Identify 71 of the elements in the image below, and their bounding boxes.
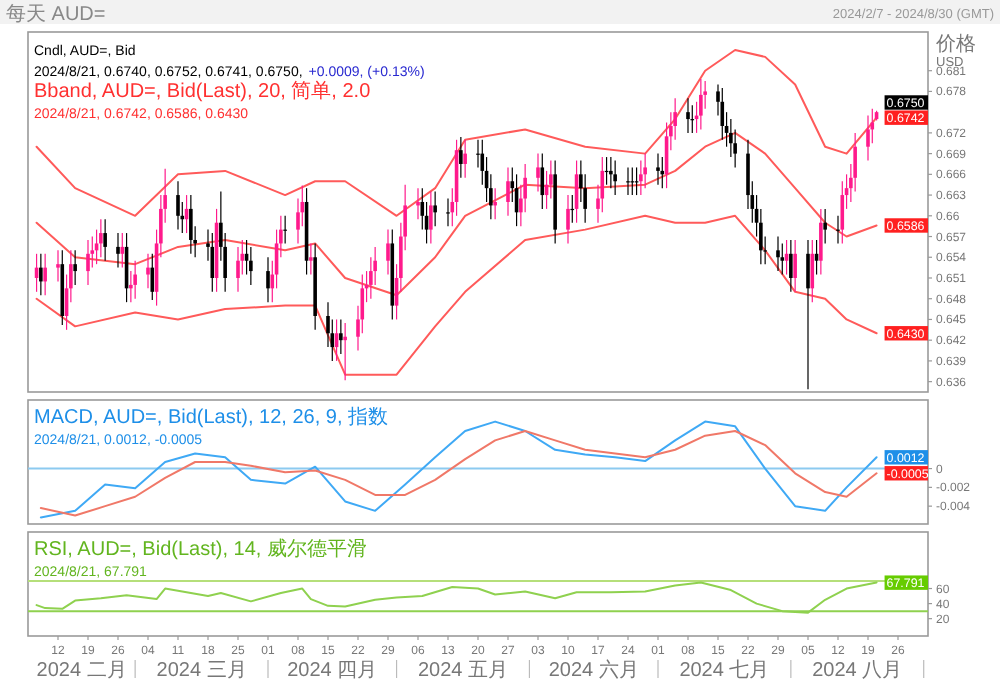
candlestick [99,218,103,258]
candlestick [189,194,193,255]
candlestick [806,239,810,390]
candlestick [463,139,467,179]
text: 2024 三月 [156,660,247,680]
candlestick [720,87,725,141]
text: 2024 七月 [679,658,770,680]
candlestick [236,246,240,293]
candlestick [840,180,845,245]
candlestick [810,239,815,303]
candlestick [86,239,90,286]
candlestick [433,191,437,227]
candlestick [626,166,630,196]
candlestick [120,232,125,269]
candlestick [630,166,635,196]
candlestick [146,253,150,289]
candlestick [266,256,270,303]
candlestick [339,318,343,355]
candlestick [686,97,690,134]
candlestick [660,156,665,189]
candlestick [386,229,390,276]
candlestick [609,156,613,189]
candlestick [643,153,647,189]
line-series [35,48,878,217]
line-series [35,214,878,376]
candlestick [176,180,180,231]
candlestick [776,235,780,272]
candlestick [819,208,823,276]
candlestick [416,187,420,220]
candlestick [343,322,347,381]
candlestick [116,232,120,269]
text: 2024 八月 [812,660,903,680]
candlestick [699,78,703,131]
candlestick [836,215,840,245]
chart-title: 每天 AUD= [6,2,106,26]
candlestick [103,218,107,262]
candlestick [793,239,797,293]
candlestick [506,166,510,217]
candlestick [459,136,463,179]
candlestick [823,208,827,245]
candlestick [39,253,43,296]
candlestick [566,194,570,245]
text: 2024 二月 [36,660,127,680]
candlestick [446,197,450,227]
candlestick [639,159,643,196]
candlestick [309,242,313,276]
candlestick [780,242,785,276]
candlestick [249,246,253,286]
candlestick [73,249,77,286]
text: 2024 五月 [417,660,509,680]
candlestick [43,253,47,296]
annotation: MACD, AUD=, Bid(Last), 12, 26, 9, 指数 [34,405,389,429]
annotation: RSI, AUD=, Bid(Last), 14, 威尔德平滑 [34,537,367,561]
candlestick [789,239,793,293]
candlestick [570,194,575,224]
candlestick [866,115,870,162]
candlestick [283,215,287,245]
candlestick [56,249,60,283]
candlestick [429,191,433,245]
candlestick [540,153,545,210]
text: 2024 六月 [548,658,639,680]
text: 2024 四月 [287,660,378,680]
candlestick [656,153,660,186]
candlestick [493,187,497,220]
candlestick [133,260,137,300]
candlestick [150,253,155,301]
candlestick [536,153,540,193]
annotation: Bband, AUD=, Bid(Last), 20, 简单, 2.0 [34,79,372,103]
candlestick [613,159,617,196]
candlestick [210,232,215,293]
candlestick [690,104,695,134]
